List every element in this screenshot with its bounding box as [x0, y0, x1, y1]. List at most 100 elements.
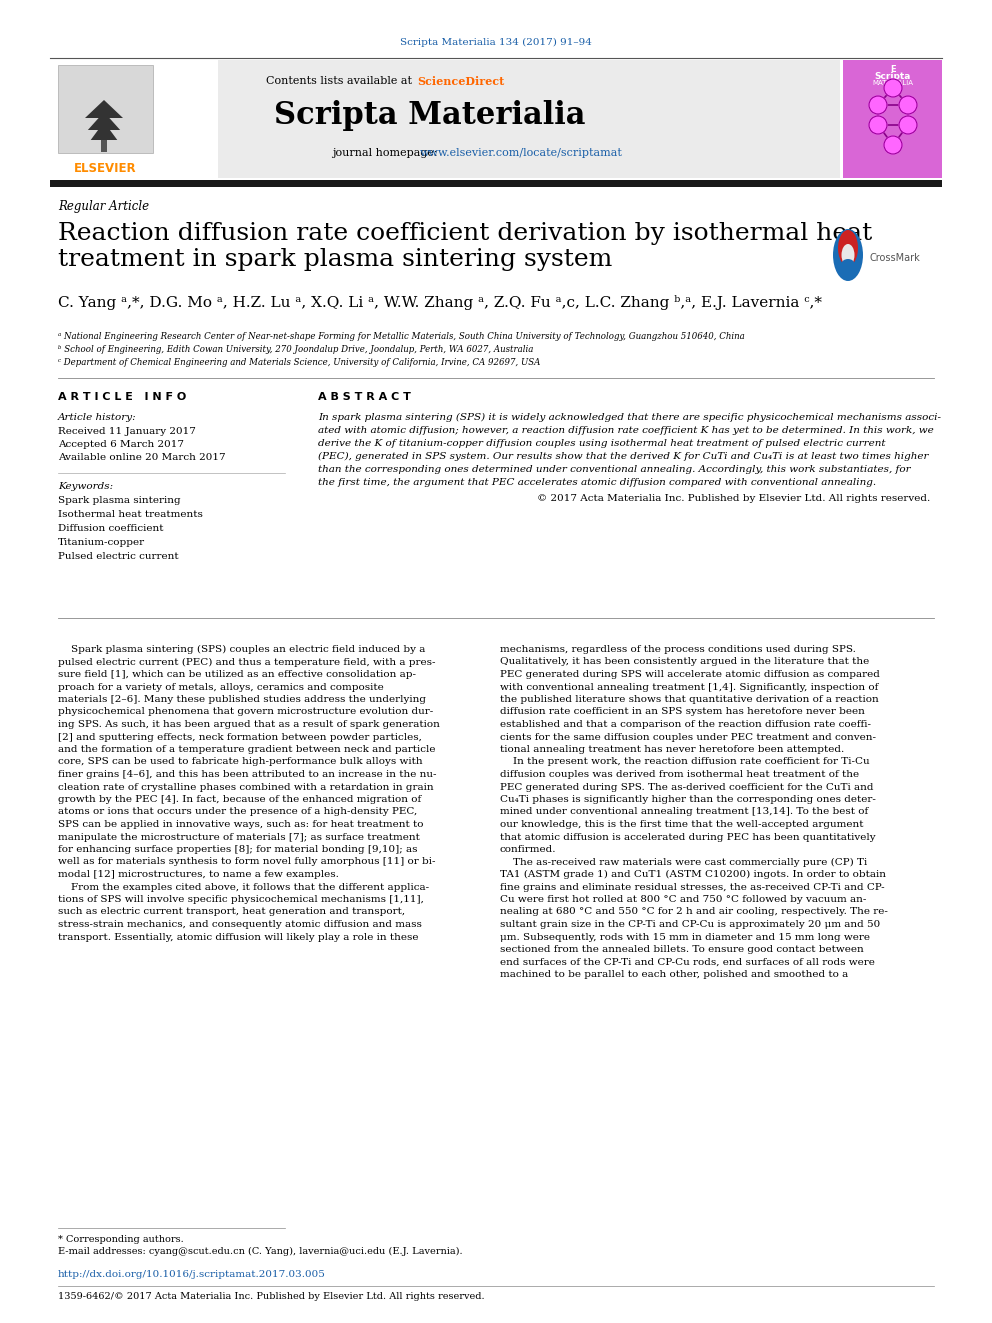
Text: A R T I C L E   I N F O: A R T I C L E I N F O: [58, 392, 186, 402]
Text: [2] and sputtering effects, neck formation between powder particles,: [2] and sputtering effects, neck formati…: [58, 733, 422, 741]
Circle shape: [884, 136, 902, 153]
Text: * Corresponding authors.: * Corresponding authors.: [58, 1234, 184, 1244]
Text: diffusion rate coefficient in an SPS system has heretofore never been: diffusion rate coefficient in an SPS sys…: [500, 708, 865, 717]
Text: Contents lists available at: Contents lists available at: [267, 75, 416, 86]
Text: Regular Article: Regular Article: [58, 200, 149, 213]
Text: Pulsed electric current: Pulsed electric current: [58, 552, 179, 561]
Text: 1359-6462/© 2017 Acta Materialia Inc. Published by Elsevier Ltd. All rights rese: 1359-6462/© 2017 Acta Materialia Inc. Pu…: [58, 1293, 485, 1301]
Text: manipulate the microstructure of materials [7]; as surface treatment: manipulate the microstructure of materia…: [58, 832, 420, 841]
Text: ScienceDirect: ScienceDirect: [417, 75, 504, 87]
Text: core, SPS can be used to fabricate high-performance bulk alloys with: core, SPS can be used to fabricate high-…: [58, 758, 423, 766]
Text: materials [2–6]. Many these published studies address the underlying: materials [2–6]. Many these published st…: [58, 695, 426, 704]
Text: fine grains and eliminate residual stresses, the as-received CP-Ti and CP-: fine grains and eliminate residual stres…: [500, 882, 885, 892]
Text: tions of SPS will involve specific physicochemical mechanisms [1,11],: tions of SPS will involve specific physi…: [58, 894, 424, 904]
Text: Scripta: Scripta: [875, 71, 912, 81]
Text: Accepted 6 March 2017: Accepted 6 March 2017: [58, 441, 184, 448]
Text: www.elsevier.com/locate/scriptamat: www.elsevier.com/locate/scriptamat: [420, 148, 623, 157]
Text: established and that a comparison of the reaction diffusion rate coeffi-: established and that a comparison of the…: [500, 720, 871, 729]
Text: CrossMark: CrossMark: [870, 253, 921, 263]
Text: PEC generated during SPS will accelerate atomic diffusion as compared: PEC generated during SPS will accelerate…: [500, 669, 880, 679]
Bar: [843, 60, 942, 179]
Circle shape: [869, 116, 887, 134]
Text: diffusion couples was derived from isothermal heat treatment of the: diffusion couples was derived from isoth…: [500, 770, 859, 779]
Circle shape: [899, 116, 917, 134]
Text: derive the K of titanium-copper diffusion couples using isothermal heat treatmen: derive the K of titanium-copper diffusio…: [318, 439, 886, 448]
Text: cleation rate of crystalline phases combined with a retardation in grain: cleation rate of crystalline phases comb…: [58, 782, 434, 791]
Polygon shape: [90, 122, 117, 140]
Text: PEC generated during SPS. The as-derived coefficient for the CuTi and: PEC generated during SPS. The as-derived…: [500, 782, 874, 791]
Text: Isothermal heat treatments: Isothermal heat treatments: [58, 509, 203, 519]
Text: than the corresponding ones determined under conventional annealing. Accordingly: than the corresponding ones determined u…: [318, 464, 911, 474]
Text: that atomic diffusion is accelerated during PEC has been quantitatively: that atomic diffusion is accelerated dur…: [500, 832, 876, 841]
Bar: [50, 60, 218, 179]
Text: Scripta Materialia: Scripta Materialia: [274, 101, 585, 131]
Text: E-mail addresses: cyang@scut.edu.cn (C. Yang), lavernia@uci.edu (E.J. Lavernia).: E-mail addresses: cyang@scut.edu.cn (C. …: [58, 1248, 462, 1256]
Text: μm. Subsequently, rods with 15 mm in diameter and 15 mm long were: μm. Subsequently, rods with 15 mm in dia…: [500, 933, 870, 942]
Text: Available online 20 March 2017: Available online 20 March 2017: [58, 452, 225, 462]
Ellipse shape: [841, 243, 854, 266]
Text: such as electric current transport, heat generation and transport,: such as electric current transport, heat…: [58, 908, 405, 917]
Text: ᵃ National Engineering Research Center of Near-net-shape Forming for Metallic Ma: ᵃ National Engineering Research Center o…: [58, 332, 745, 341]
Text: pulsed electric current (PEC) and thus a temperature field, with a pres-: pulsed electric current (PEC) and thus a…: [58, 658, 435, 667]
Text: stress-strain mechanics, and consequently atomic diffusion and mass: stress-strain mechanics, and consequentl…: [58, 919, 422, 929]
Text: Scripta Materialia 134 (2017) 91–94: Scripta Materialia 134 (2017) 91–94: [400, 38, 592, 48]
Text: with conventional annealing treatment [1,4]. Significantly, inspection of: with conventional annealing treatment [1…: [500, 683, 878, 692]
Text: Received 11 January 2017: Received 11 January 2017: [58, 427, 195, 437]
Bar: [101, 140, 107, 152]
Text: end surfaces of the CP-Ti and CP-Cu rods, end surfaces of all rods were: end surfaces of the CP-Ti and CP-Cu rods…: [500, 958, 875, 967]
Circle shape: [869, 97, 887, 114]
Text: mined under conventional annealing treatment [13,14]. To the best of: mined under conventional annealing treat…: [500, 807, 868, 816]
Text: Keywords:: Keywords:: [58, 482, 113, 491]
Text: nealing at 680 °C and 550 °C for 2 h and air cooling, respectively. The re-: nealing at 680 °C and 550 °C for 2 h and…: [500, 908, 888, 917]
Text: Spark plasma sintering: Spark plasma sintering: [58, 496, 181, 505]
Text: finer grains [4–6], and this has been attributed to an increase in the nu-: finer grains [4–6], and this has been at…: [58, 770, 436, 779]
Text: atoms or ions that occurs under the presence of a high-density PEC,: atoms or ions that occurs under the pres…: [58, 807, 418, 816]
Text: A B S T R A C T: A B S T R A C T: [318, 392, 411, 402]
Text: Article history:: Article history:: [58, 413, 137, 422]
Polygon shape: [85, 101, 123, 118]
Text: In the present work, the reaction diffusion rate coefficient for Ti-Cu: In the present work, the reaction diffus…: [500, 758, 870, 766]
Text: Titanium-copper: Titanium-copper: [58, 538, 145, 546]
Text: Spark plasma sintering (SPS) couples an electric field induced by a: Spark plasma sintering (SPS) couples an …: [58, 646, 426, 654]
Text: physicochemical phenomena that govern microstructure evolution dur-: physicochemical phenomena that govern mi…: [58, 708, 434, 717]
Text: tional annealing treatment has never heretofore been attempted.: tional annealing treatment has never her…: [500, 745, 844, 754]
Text: for enhancing surface properties [8]; for material bonding [9,10]; as: for enhancing surface properties [8]; fo…: [58, 845, 418, 855]
Text: the published literature shows that quantitative derivation of a reaction: the published literature shows that quan…: [500, 695, 879, 704]
Polygon shape: [88, 112, 120, 130]
Bar: [50, 60, 840, 179]
Text: the first time, the argument that PEC accelerates atomic diffusion compared with: the first time, the argument that PEC ac…: [318, 478, 876, 487]
Text: ᶜ Department of Chemical Engineering and Materials Science, University of Califo: ᶜ Department of Chemical Engineering and…: [58, 359, 541, 366]
Text: C. Yang ᵃ,*, D.G. Mo ᵃ, H.Z. Lu ᵃ, X.Q. Li ᵃ, W.W. Zhang ᵃ, Z.Q. Fu ᵃ,c, L.C. Zh: C. Yang ᵃ,*, D.G. Mo ᵃ, H.Z. Lu ᵃ, X.Q. …: [58, 295, 822, 310]
Circle shape: [899, 97, 917, 114]
Text: our knowledge, this is the first time that the well-accepted argument: our knowledge, this is the first time th…: [500, 820, 863, 830]
Text: Reaction diffusion rate coefficient derivation by isothermal heat: Reaction diffusion rate coefficient deri…: [58, 222, 872, 245]
Text: In spark plasma sintering (SPS) it is widely acknowledged that there are specifi: In spark plasma sintering (SPS) it is wi…: [318, 413, 941, 422]
Text: Cu₄Ti phases is significantly higher than the corresponding ones deter-: Cu₄Ti phases is significantly higher tha…: [500, 795, 876, 804]
Text: and the formation of a temperature gradient between neck and particle: and the formation of a temperature gradi…: [58, 745, 435, 754]
Text: transport. Essentially, atomic diffusion will likely play a role in these: transport. Essentially, atomic diffusion…: [58, 933, 419, 942]
Text: The as-received raw materials were cast commercially pure (CP) Ti: The as-received raw materials were cast …: [500, 857, 867, 867]
Text: © 2017 Acta Materialia Inc. Published by Elsevier Ltd. All rights reserved.: © 2017 Acta Materialia Inc. Published by…: [537, 493, 930, 503]
Text: SPS can be applied in innovative ways, such as: for heat treatment to: SPS can be applied in innovative ways, s…: [58, 820, 424, 830]
Text: modal [12] microstructures, to name a few examples.: modal [12] microstructures, to name a fe…: [58, 871, 339, 878]
Text: ing SPS. As such, it has been argued that as a result of spark generation: ing SPS. As such, it has been argued tha…: [58, 720, 439, 729]
Text: http://dx.doi.org/10.1016/j.scriptamat.2017.03.005: http://dx.doi.org/10.1016/j.scriptamat.2…: [58, 1270, 326, 1279]
Text: Cu were first hot rolled at 800 °C and 750 °C followed by vacuum an-: Cu were first hot rolled at 800 °C and 7…: [500, 894, 866, 904]
Text: Qualitatively, it has been consistently argued in the literature that the: Qualitatively, it has been consistently …: [500, 658, 869, 667]
Text: treatment in spark plasma sintering system: treatment in spark plasma sintering syst…: [58, 247, 612, 271]
Text: growth by the PEC [4]. In fact, because of the enhanced migration of: growth by the PEC [4]. In fact, because …: [58, 795, 422, 804]
Text: E: E: [890, 65, 896, 74]
Ellipse shape: [833, 229, 863, 280]
Text: ELSEVIER: ELSEVIER: [73, 161, 136, 175]
Text: ᵇ School of Engineering, Edith Cowan University, 270 Joondalup Drive, Joondalup,: ᵇ School of Engineering, Edith Cowan Uni…: [58, 345, 534, 355]
Text: journal homepage:: journal homepage:: [332, 148, 441, 157]
Text: MATERIALIA: MATERIALIA: [873, 79, 914, 86]
Text: sectioned from the annealed billets. To ensure good contact between: sectioned from the annealed billets. To …: [500, 945, 864, 954]
Text: confirmed.: confirmed.: [500, 845, 557, 855]
Text: sure field [1], which can be utilized as an effective consolidation ap-: sure field [1], which can be utilized as…: [58, 669, 416, 679]
Text: sultant grain size in the CP-Ti and CP-Cu is approximately 20 μm and 50: sultant grain size in the CP-Ti and CP-C…: [500, 919, 880, 929]
Bar: [58, 65, 153, 153]
Text: (PEC), generated in SPS system. Our results show that the derived K for CuTi and: (PEC), generated in SPS system. Our resu…: [318, 452, 929, 462]
Text: cients for the same diffusion couples under PEC treatment and conven-: cients for the same diffusion couples un…: [500, 733, 876, 741]
Text: TA1 (ASTM grade 1) and CuT1 (ASTM C10200) ingots. In order to obtain: TA1 (ASTM grade 1) and CuT1 (ASTM C10200…: [500, 871, 886, 878]
